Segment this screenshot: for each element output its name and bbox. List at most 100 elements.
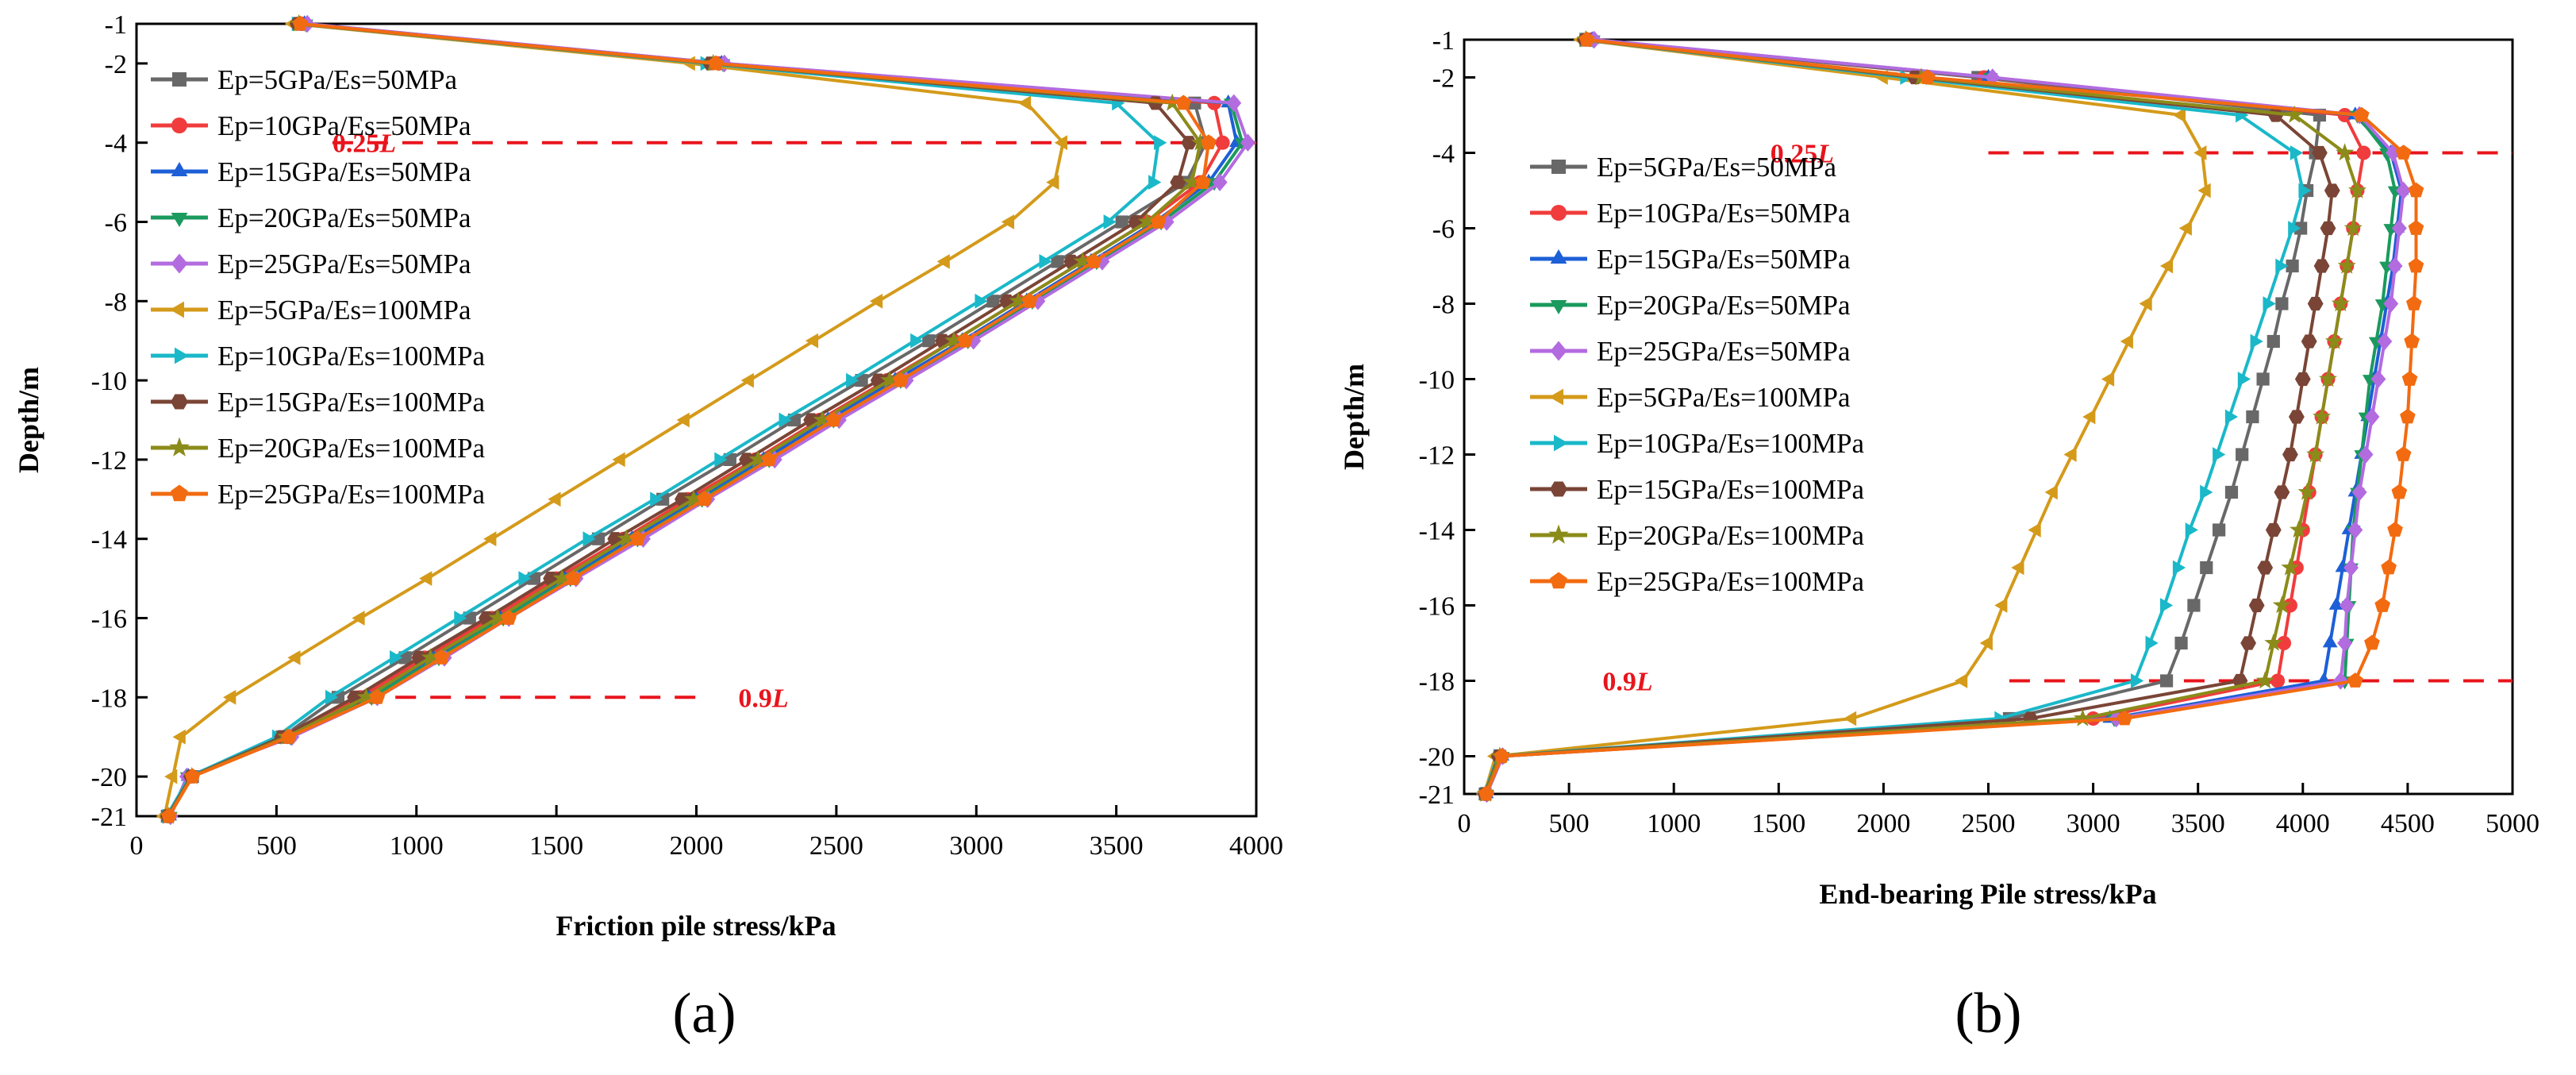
legend-swatch-marker xyxy=(1550,300,1567,314)
data-point xyxy=(2282,598,2297,613)
data-point xyxy=(2370,370,2386,388)
data-point xyxy=(910,333,924,349)
data-point xyxy=(2131,673,2144,688)
data-point xyxy=(2187,599,2201,612)
data-point xyxy=(2313,259,2330,273)
legend-swatch-marker xyxy=(172,72,186,87)
data-point xyxy=(2193,145,2207,160)
reference-line-label: 0.9L xyxy=(738,684,788,713)
data-point xyxy=(565,570,582,585)
data-point xyxy=(2277,636,2292,650)
x-tick-label: 3500 xyxy=(1090,831,1144,861)
x-tick-label: 3000 xyxy=(2067,809,2120,838)
data-point xyxy=(2351,483,2367,502)
data-point xyxy=(2237,372,2251,387)
legend-label: Ep=25GPa/Es=50MPa xyxy=(1597,336,1851,367)
x-tick-label: 0 xyxy=(1458,809,1471,838)
data-point xyxy=(825,411,842,427)
legend-swatch-marker xyxy=(1548,524,1569,544)
legend-label: Ep=5GPa/Es=100MPa xyxy=(1597,382,1851,413)
data-point xyxy=(2159,674,2174,688)
data-point xyxy=(352,611,365,626)
data-point xyxy=(2145,635,2159,651)
data-point xyxy=(369,688,386,704)
data-point xyxy=(2172,107,2186,123)
data-point xyxy=(1578,31,1595,47)
legend: Ep=5GPa/Es=50MPa Ep=10GPa/Es=50MPa Ep=15GP… xyxy=(151,64,485,510)
data-point xyxy=(2117,710,2133,726)
y-tick-label: -1 xyxy=(105,10,127,40)
x-tick-label: 500 xyxy=(1549,809,1590,838)
data-point xyxy=(2011,560,2024,576)
data-point xyxy=(421,648,440,666)
x-tick-label: 2500 xyxy=(1962,809,2016,838)
data-point xyxy=(748,449,767,468)
legend-swatch-marker xyxy=(171,162,188,176)
y-tick-label: -1 xyxy=(1432,26,1455,56)
data-point xyxy=(2395,144,2412,160)
data-point xyxy=(548,491,561,507)
data-point xyxy=(1054,135,1067,151)
data-point xyxy=(1994,598,2008,613)
data-point xyxy=(1181,136,1198,150)
data-point xyxy=(2408,182,2424,198)
data-point xyxy=(2401,371,2418,386)
data-point xyxy=(1094,252,1110,271)
data-point xyxy=(813,410,832,428)
data-point xyxy=(2343,218,2363,237)
reference-value: 0.25 xyxy=(333,129,380,159)
data-point xyxy=(483,531,497,547)
panel-a: 0 500 1000 1500 2000 2500 3000 3500 4000 -1 -2 -4 -6… xyxy=(13,10,1283,1045)
data-point xyxy=(1148,175,1162,190)
legend-label: Ep=20GPa/Es=100MPa xyxy=(1597,520,1864,551)
legend-swatch-marker xyxy=(171,213,188,227)
y-tick-label: -18 xyxy=(1419,668,1455,697)
data-point xyxy=(1103,214,1117,229)
y-tick-label: -2 xyxy=(105,50,127,79)
data-point xyxy=(164,769,178,784)
reference-unit: L xyxy=(1636,668,1653,697)
data-point xyxy=(870,293,883,309)
data-point xyxy=(2339,596,2355,615)
legend-label: Ep=10GPa/Es=100MPa xyxy=(217,341,485,372)
data-point xyxy=(1030,292,1046,310)
data-point xyxy=(676,412,690,428)
data-point xyxy=(2257,561,2274,575)
reference-unit: L xyxy=(1817,140,1834,169)
data-point xyxy=(2028,522,2041,538)
data-point xyxy=(2172,560,2186,576)
data-point xyxy=(2404,333,2420,349)
y-tick-label: -4 xyxy=(105,129,127,159)
data-point xyxy=(501,610,517,625)
data-point xyxy=(2332,672,2348,690)
data-point xyxy=(2073,708,2092,726)
data-point xyxy=(2272,595,2291,614)
data-point xyxy=(1212,173,1228,191)
data-point xyxy=(1115,215,1128,229)
data-point xyxy=(880,371,899,388)
data-point xyxy=(281,728,298,744)
legend-swatch-marker xyxy=(1550,341,1567,361)
y-tick-label: -4 xyxy=(1432,140,1455,169)
legend-label: Ep=15GPa/Es=100MPa xyxy=(1597,474,1864,505)
y-tick-label: -14 xyxy=(1419,517,1455,546)
data-point xyxy=(2286,259,2299,273)
data-point xyxy=(287,650,301,665)
data-point xyxy=(629,530,646,546)
y-tick-label: -16 xyxy=(1419,592,1455,622)
data-point xyxy=(1039,254,1052,269)
data-point xyxy=(986,295,1000,308)
data-point xyxy=(2364,634,2380,650)
data-point xyxy=(2159,258,2174,274)
data-point xyxy=(2213,523,2226,537)
legend-label: Ep=5GPa/Es=50MPa xyxy=(217,64,457,95)
y-tick-label: -20 xyxy=(91,763,127,792)
legend-swatch-marker xyxy=(171,394,188,410)
data-point xyxy=(2331,294,2350,312)
data-point xyxy=(454,611,467,626)
legend: Ep=5GPa/Es=50MPa Ep=10GPa/Es=50MPa Ep=15GP… xyxy=(1530,152,1864,597)
y-tick-label: -6 xyxy=(105,209,127,238)
data-point xyxy=(1051,255,1064,268)
legend-swatch-marker xyxy=(171,484,188,502)
